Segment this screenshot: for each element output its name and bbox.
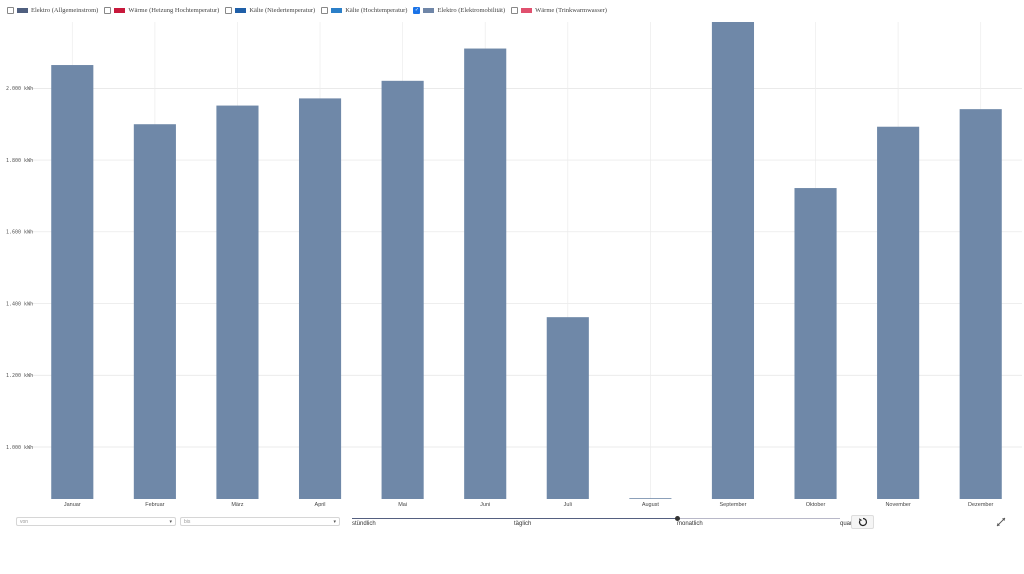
x-tick-label: August bbox=[642, 502, 660, 508]
reset-button[interactable] bbox=[851, 515, 874, 529]
y-tick-label: 1.600 kWh bbox=[6, 230, 33, 236]
bar bbox=[629, 498, 672, 499]
legend-item[interactable]: Kälte (Hochtemperatur) bbox=[321, 6, 408, 14]
resolution-label-monthly[interactable]: monatlich bbox=[677, 521, 703, 527]
chevron-down-icon: ▾ bbox=[169, 518, 172, 525]
legend-item[interactable]: Elektro (Allgemeinstrom) bbox=[7, 6, 99, 14]
bar bbox=[546, 317, 589, 499]
bar bbox=[381, 80, 424, 499]
legend-label: Elektro (Elektromobilität) bbox=[437, 6, 506, 14]
x-tick-label: Dezember bbox=[968, 502, 994, 508]
bar bbox=[877, 126, 920, 499]
x-tick-label: Juni bbox=[480, 502, 490, 508]
x-tick-label: März bbox=[231, 502, 243, 508]
x-tick-label: April bbox=[315, 502, 326, 508]
legend-label: Kälte (Hochtemperatur) bbox=[345, 6, 408, 14]
y-tick-label: 1.200 kWh bbox=[6, 373, 33, 379]
bar bbox=[711, 22, 755, 499]
resolution-label-hourly[interactable]: stündlich bbox=[352, 521, 376, 527]
legend-checkbox[interactable] bbox=[7, 6, 14, 14]
resolution-slider-handle[interactable] bbox=[675, 516, 680, 521]
legend-item[interactable]: Wärme (Heizung Hochtemperatur) bbox=[104, 6, 220, 14]
reset-icon bbox=[858, 517, 867, 527]
bar-chart: 1.000 kWh 1.200 kWh 1.400 kWh 1.600 kWh 1.80… bbox=[6, 22, 1022, 508]
legend-checkbox[interactable] bbox=[225, 6, 233, 14]
bar bbox=[133, 124, 176, 499]
x-tick-label: Februar bbox=[145, 502, 164, 508]
x-tick-label: Juli bbox=[564, 502, 572, 508]
legend-checkbox[interactable]: ✓ bbox=[413, 6, 421, 14]
chart-legend: Elektro (Allgemeinstrom) Wärme (Heizung H… bbox=[7, 4, 613, 16]
legend-item[interactable]: Kälte (Niedertemperatur) bbox=[225, 6, 316, 14]
x-tick-label: Januar bbox=[64, 502, 81, 508]
from-date-select[interactable]: von ▾ bbox=[16, 517, 176, 526]
from-date-placeholder: von bbox=[20, 518, 29, 525]
expand-arrows-icon bbox=[996, 517, 1006, 527]
legend-swatch bbox=[235, 7, 247, 13]
resolution-slider-fill bbox=[352, 518, 677, 519]
legend-label: Elektro (Allgemeinstrom) bbox=[31, 6, 99, 14]
legend-swatch bbox=[331, 7, 343, 13]
x-tick-label: November bbox=[885, 502, 911, 508]
to-date-placeholder: bis bbox=[184, 518, 191, 525]
legend-item[interactable]: ✓ Elektro (Elektromobilität) bbox=[413, 6, 506, 14]
x-tick-label: Oktober bbox=[806, 502, 826, 508]
legend-label: Wärme (Heizung Hochtemperatur) bbox=[128, 6, 220, 14]
y-tick-label: 1.000 kWh bbox=[6, 445, 33, 451]
bar bbox=[51, 65, 94, 499]
legend-checkbox[interactable] bbox=[104, 6, 112, 14]
y-tick-label: 1.800 kWh bbox=[6, 158, 33, 164]
legend-swatch bbox=[521, 7, 533, 13]
bar bbox=[794, 188, 837, 499]
legend-item[interactable]: Wärme (Trinkwarmwasser) bbox=[511, 6, 607, 14]
legend-label: Kälte (Niedertemperatur) bbox=[249, 6, 316, 14]
bar bbox=[959, 109, 1002, 500]
legend-checkbox[interactable] bbox=[511, 6, 519, 14]
x-tick-label: Mai bbox=[398, 502, 407, 508]
bar bbox=[216, 105, 259, 499]
legend-checkbox[interactable] bbox=[321, 6, 329, 14]
resolution-label-daily[interactable]: täglich bbox=[514, 521, 532, 527]
bar bbox=[298, 98, 342, 500]
to-date-select[interactable]: bis ▾ bbox=[180, 517, 340, 526]
expand-button[interactable] bbox=[994, 515, 1008, 529]
y-tick-label: 2.000 kWh bbox=[6, 86, 33, 92]
legend-swatch bbox=[423, 7, 435, 13]
legend-swatch bbox=[114, 7, 126, 13]
x-tick-label: September bbox=[720, 502, 747, 508]
y-tick-label: 1.400 kWh bbox=[6, 301, 33, 307]
legend-swatch bbox=[17, 7, 28, 13]
resolution-label-quarterly[interactable]: quar bbox=[840, 521, 853, 527]
chevron-down-icon: ▾ bbox=[333, 518, 336, 525]
legend-label: Wärme (Trinkwarmwasser) bbox=[535, 6, 607, 14]
bar bbox=[464, 48, 507, 499]
